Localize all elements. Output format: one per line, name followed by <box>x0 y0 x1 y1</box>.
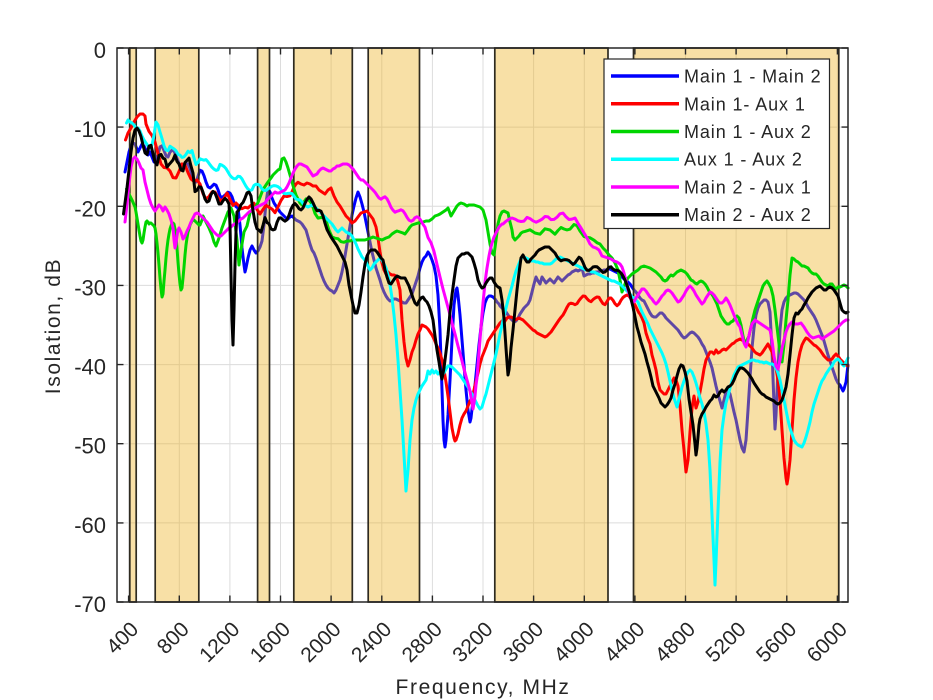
svg-text:-20: -20 <box>74 196 106 221</box>
svg-text:-10: -10 <box>74 117 106 142</box>
svg-text:-50: -50 <box>74 434 106 459</box>
svg-text:Main 1 - Main 2: Main 1 - Main 2 <box>684 67 822 87</box>
svg-text:-30: -30 <box>74 275 106 300</box>
svg-text:Aux 1 - Aux 2: Aux 1 - Aux 2 <box>684 150 803 170</box>
svg-text:Frequency, MHz: Frequency, MHz <box>396 676 571 699</box>
svg-text:Main 2 - Aux 1: Main 2 - Aux 1 <box>684 178 812 198</box>
svg-text:-60: -60 <box>74 513 106 538</box>
svg-text:Main 1- Aux 1: Main 1- Aux 1 <box>684 94 806 114</box>
svg-text:Main 2 - Aux 2: Main 2 - Aux 2 <box>684 205 812 225</box>
svg-text:0: 0 <box>94 38 106 63</box>
svg-text:Isolation, dB: Isolation, dB <box>42 258 65 394</box>
svg-text:Main 1 - Aux 2: Main 1 - Aux 2 <box>684 122 812 142</box>
svg-text:-40: -40 <box>74 355 106 380</box>
svg-text:-70: -70 <box>74 592 106 617</box>
